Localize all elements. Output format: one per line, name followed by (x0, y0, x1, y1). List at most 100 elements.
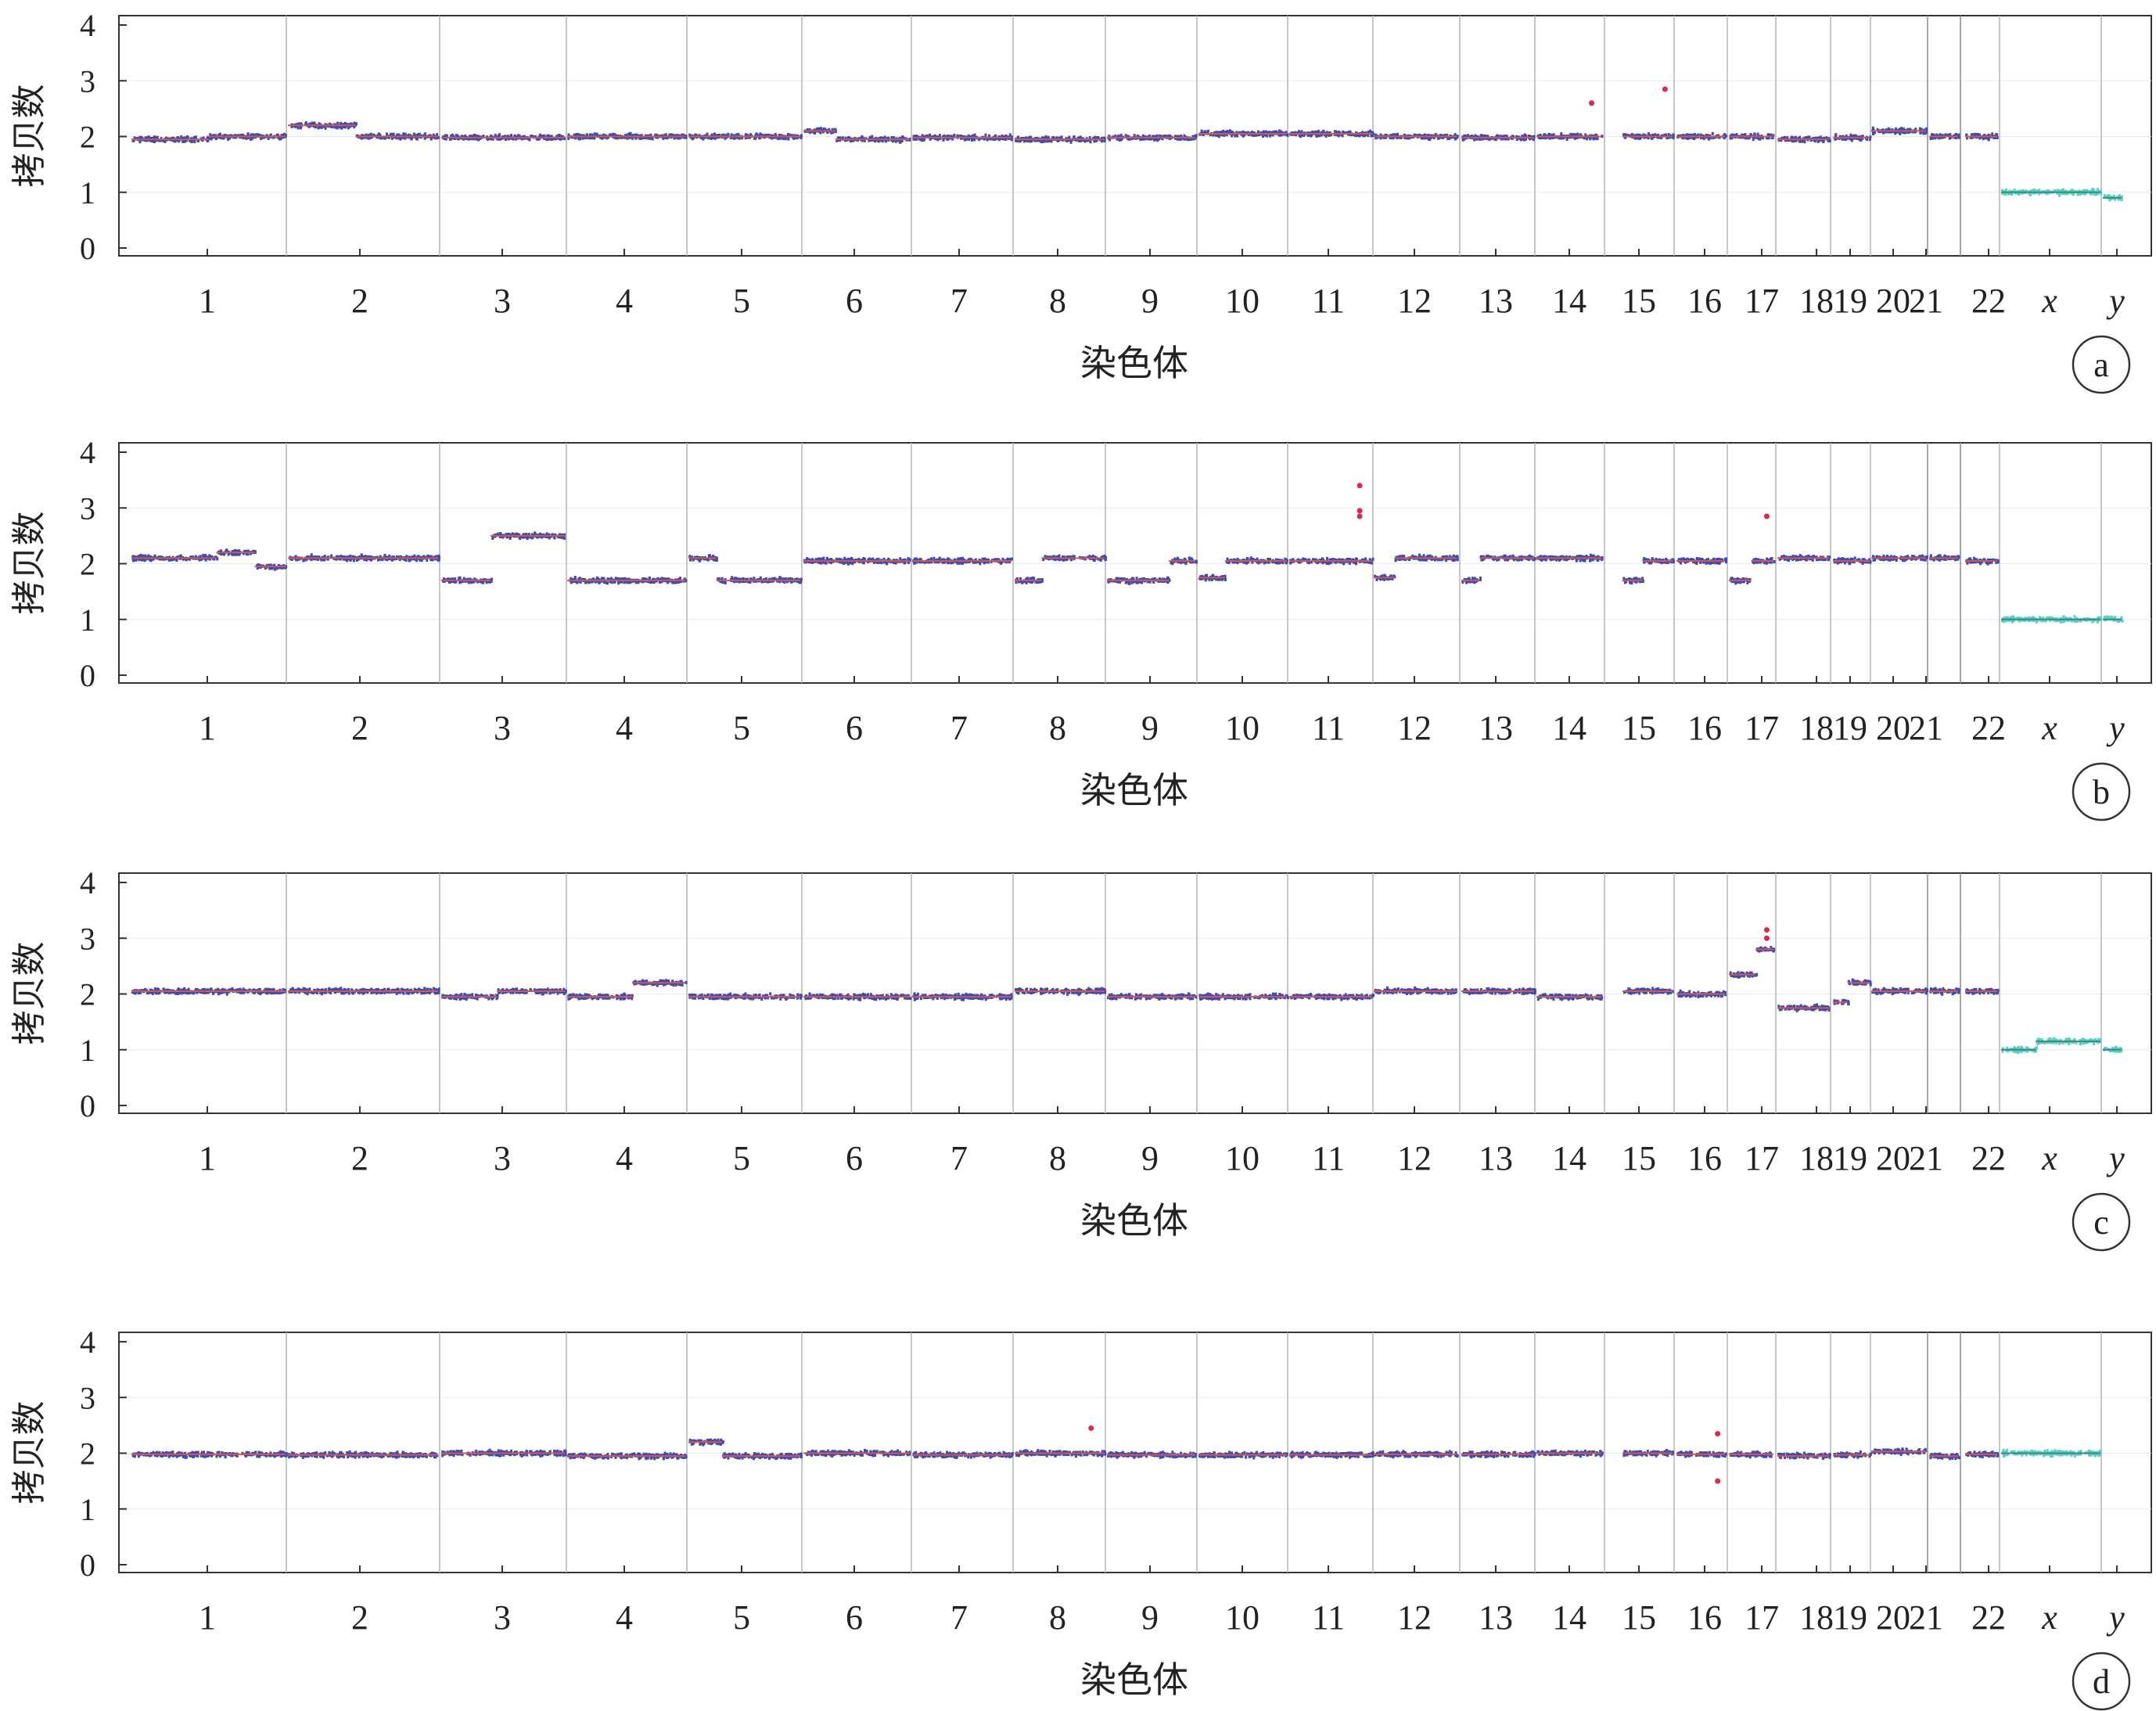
data-point (474, 137, 477, 141)
data-point (757, 134, 760, 138)
data-point (1173, 135, 1177, 138)
data-point (1700, 134, 1702, 138)
y-tick-label: 3 (80, 491, 95, 526)
chromosome-1-points (131, 548, 288, 571)
data-point (1446, 137, 1450, 141)
data-point (1499, 135, 1502, 138)
data-point (589, 133, 591, 137)
data-point (771, 577, 774, 581)
data-point (1474, 134, 1477, 138)
data-point (1080, 138, 1083, 142)
data-point (189, 557, 191, 561)
data-point (1919, 131, 1922, 135)
data-point (250, 138, 253, 142)
data-point (390, 133, 392, 136)
data-point (1759, 137, 1762, 141)
data-point (2038, 189, 2041, 192)
data-point (712, 555, 715, 558)
data-point (436, 555, 439, 559)
data-point (550, 138, 553, 142)
data-point (796, 136, 799, 140)
data-point (350, 122, 353, 126)
data-point (1392, 133, 1395, 137)
data-point (843, 556, 846, 560)
data-point (664, 135, 667, 139)
data-point (1625, 133, 1628, 137)
y-tick-label: 1 (80, 602, 95, 638)
data-point (709, 135, 712, 139)
x-tick-label-chr-6: 6 (846, 282, 863, 320)
data-point (320, 558, 323, 562)
x-tick-label-chr-20: 20 (1876, 709, 1910, 747)
data-point (588, 136, 591, 140)
data-point (1594, 136, 1597, 140)
data-point (717, 577, 719, 581)
data-point (724, 134, 728, 138)
data-point (1636, 133, 1639, 137)
data-point (1117, 135, 1120, 138)
data-point (1374, 133, 1377, 137)
data-point (787, 132, 789, 136)
data-point (225, 550, 228, 554)
data-point (1361, 131, 1364, 135)
data-point (376, 558, 379, 562)
data-point (1317, 129, 1320, 133)
data-point (759, 576, 762, 580)
data-point (792, 136, 795, 140)
data-point (1322, 129, 1325, 133)
data-point (2096, 192, 2099, 196)
data-point (1946, 133, 1949, 137)
data-point (890, 136, 893, 140)
x-tick-label-chr-19: 19 (1833, 282, 1867, 320)
data-point (355, 559, 358, 562)
data-point (707, 135, 710, 139)
data-point (1712, 136, 1715, 139)
data-point (579, 137, 582, 141)
data-point (1317, 134, 1320, 138)
data-point (1891, 128, 1894, 132)
data-point (1672, 136, 1675, 140)
data-point (1396, 136, 1399, 139)
data-point (338, 555, 341, 559)
data-point (429, 557, 433, 561)
data-point (1899, 131, 1902, 135)
data-point (799, 578, 802, 582)
data-point (134, 558, 137, 562)
data-point (515, 137, 518, 141)
data-point (1647, 136, 1650, 140)
data-point (1362, 133, 1365, 137)
data-point (2086, 189, 2089, 192)
data-point (1560, 132, 1563, 136)
data-point (753, 577, 756, 581)
data-point (377, 134, 380, 138)
data-point (1464, 134, 1467, 138)
data-point (613, 580, 616, 584)
data-point (1379, 136, 1382, 140)
chromosome-x-points (2001, 188, 2103, 197)
chromosome-3-points (441, 531, 566, 584)
data-point (1884, 130, 1887, 134)
data-point (353, 559, 355, 563)
data-point (908, 558, 911, 562)
data-point (402, 132, 405, 136)
data-point (1767, 136, 1770, 140)
x-tick-label-chr-1: 1 (199, 282, 216, 320)
data-point (666, 136, 669, 140)
data-point (1102, 136, 1105, 140)
data-point (2120, 195, 2123, 199)
data-point (131, 555, 135, 559)
data-point (415, 559, 418, 563)
data-point (451, 580, 455, 583)
data-point (1324, 133, 1327, 137)
data-point (451, 133, 454, 137)
data-point (498, 137, 501, 141)
data-point (1574, 133, 1577, 137)
data-point (1133, 134, 1136, 138)
data-point (1190, 137, 1193, 141)
data-point (899, 138, 902, 142)
data-point (256, 566, 259, 570)
x-tick-label-chr-2: 2 (351, 282, 368, 320)
data-point (1771, 136, 1774, 140)
data-point (881, 136, 883, 140)
data-point (322, 124, 325, 128)
